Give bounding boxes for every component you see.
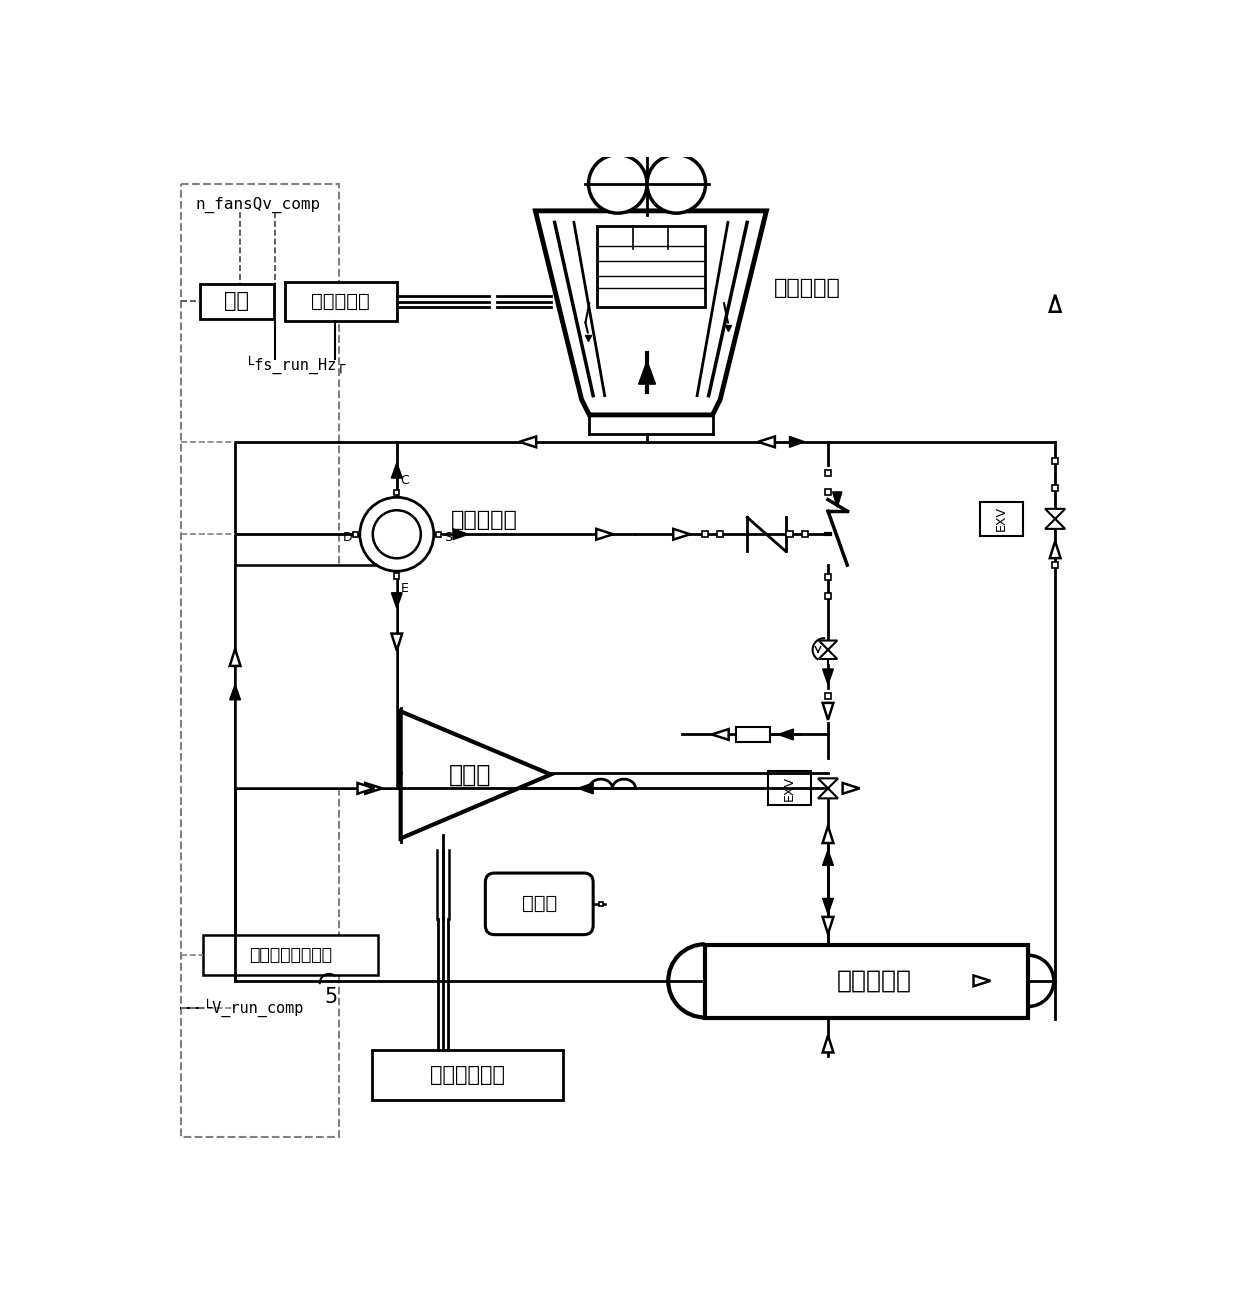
Polygon shape: [366, 783, 382, 794]
Text: 压缩机启动柜: 压缩机启动柜: [430, 1065, 505, 1084]
Bar: [435, 531, 441, 538]
Bar: [786, 531, 792, 538]
Text: 风侧换热器: 风侧换热器: [774, 277, 841, 298]
Circle shape: [360, 497, 434, 572]
Polygon shape: [536, 211, 766, 415]
Bar: [596, 226, 704, 307]
Polygon shape: [822, 827, 833, 844]
Polygon shape: [520, 437, 536, 447]
Polygon shape: [822, 668, 833, 684]
Bar: [352, 531, 358, 538]
Bar: [285, 283, 397, 320]
Polygon shape: [596, 528, 613, 540]
Bar: [825, 470, 831, 476]
Bar: [1052, 458, 1058, 464]
Bar: [825, 573, 831, 579]
Polygon shape: [822, 1036, 833, 1053]
Polygon shape: [832, 492, 842, 508]
Text: 水侧换热器: 水侧换热器: [837, 969, 911, 993]
Polygon shape: [639, 361, 656, 385]
Bar: [768, 772, 811, 806]
Text: E: E: [401, 582, 408, 595]
Polygon shape: [822, 702, 833, 719]
Text: D: D: [343, 531, 352, 544]
Polygon shape: [1045, 509, 1065, 519]
Bar: [1052, 485, 1058, 490]
Bar: [1052, 562, 1058, 568]
Text: EXV: EXV: [782, 776, 796, 800]
Polygon shape: [1045, 519, 1065, 528]
Text: n_fansQv_comp: n_fansQv_comp: [196, 198, 321, 213]
Polygon shape: [392, 633, 402, 650]
Bar: [394, 573, 399, 578]
Text: 风机变频器: 风机变频器: [311, 292, 370, 311]
Polygon shape: [712, 729, 729, 740]
Bar: [181, 184, 339, 1137]
Polygon shape: [357, 783, 374, 794]
Polygon shape: [1050, 542, 1060, 559]
Polygon shape: [818, 789, 838, 798]
Polygon shape: [578, 783, 593, 794]
Polygon shape: [818, 650, 837, 659]
Text: └V_run_comp: └V_run_comp: [203, 998, 303, 1018]
Text: C: C: [401, 473, 409, 487]
Polygon shape: [822, 917, 833, 934]
FancyBboxPatch shape: [485, 872, 593, 935]
Text: 主板: 主板: [224, 290, 249, 311]
Polygon shape: [843, 783, 859, 794]
Polygon shape: [229, 684, 241, 700]
Bar: [599, 903, 603, 905]
Polygon shape: [392, 463, 402, 477]
Bar: [394, 490, 399, 496]
Polygon shape: [818, 778, 838, 789]
Bar: [980, 502, 1023, 536]
Polygon shape: [758, 437, 775, 447]
Bar: [717, 531, 723, 538]
Polygon shape: [1050, 294, 1060, 311]
Bar: [201, 284, 274, 319]
Text: EXV: EXV: [994, 506, 1008, 531]
Polygon shape: [453, 528, 469, 540]
Bar: [825, 593, 831, 599]
Bar: [702, 531, 708, 538]
Polygon shape: [392, 593, 402, 608]
Bar: [372, 1050, 563, 1100]
Polygon shape: [673, 528, 691, 540]
Circle shape: [647, 154, 706, 213]
Bar: [735, 727, 770, 742]
Circle shape: [589, 154, 647, 213]
Bar: [236, 565, 397, 789]
Polygon shape: [973, 976, 991, 986]
Polygon shape: [822, 850, 833, 866]
Text: 分离器: 分离器: [522, 895, 557, 913]
Text: 5: 5: [325, 988, 339, 1007]
Bar: [704, 944, 1028, 1018]
Text: 四通换向阀: 四通换向阀: [450, 510, 517, 531]
Bar: [203, 935, 378, 976]
Polygon shape: [229, 649, 241, 666]
Polygon shape: [822, 899, 833, 914]
Text: 压缩机: 压缩机: [449, 763, 491, 786]
Polygon shape: [818, 641, 837, 650]
Bar: [825, 693, 831, 698]
Text: └fs_run_Hz┌: └fs_run_Hz┌: [246, 356, 346, 374]
Text: 滑阀位置传感机构: 滑阀位置传感机构: [249, 946, 332, 964]
Bar: [802, 531, 808, 538]
Bar: [825, 489, 831, 494]
Polygon shape: [790, 437, 805, 447]
Polygon shape: [401, 712, 551, 838]
Text: S: S: [444, 531, 453, 544]
Polygon shape: [777, 729, 794, 740]
